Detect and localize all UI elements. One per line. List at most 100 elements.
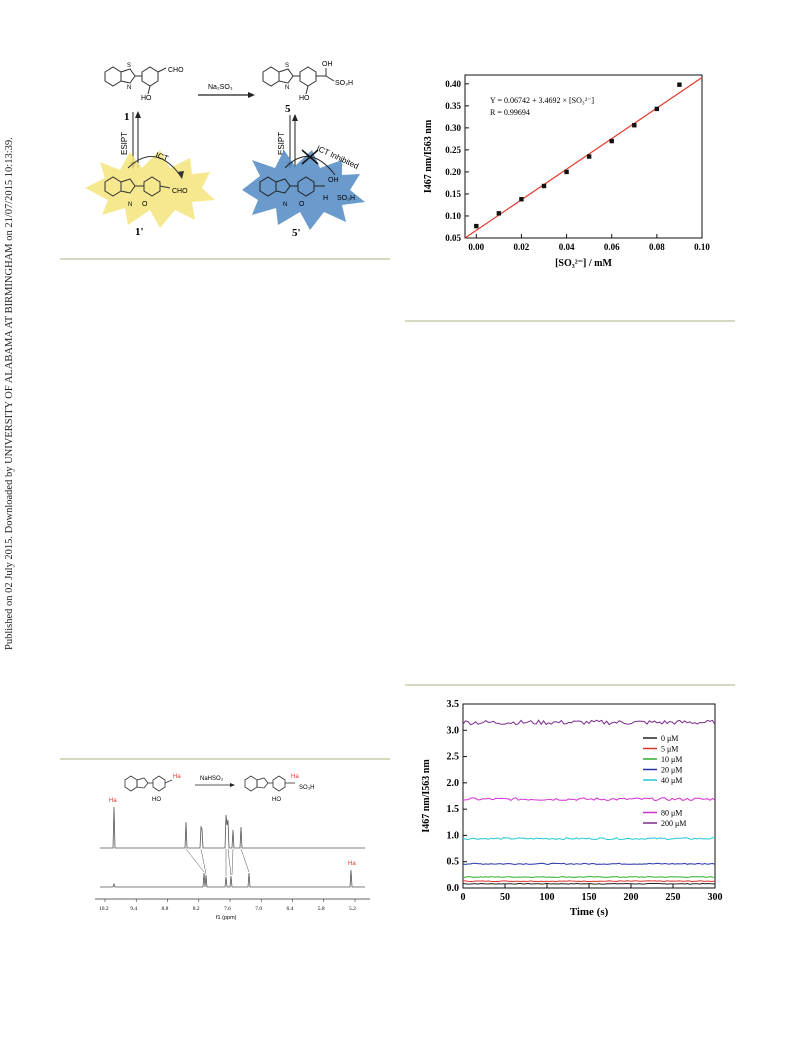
compound-1-structure [104,66,167,95]
data-point [609,138,614,144]
x-tick-label: 0.00 [468,242,484,252]
nmr-tick-label: 9.4 [130,906,137,912]
legend-label: 40 μM [661,776,682,785]
fit-equation: Y = 0.06742 + 3.4692 × [SO₃²⁻] [490,96,594,105]
figure-separator [60,758,390,760]
ict-label: ICT [154,150,169,163]
data-point [586,154,592,159]
x-tick-label: 200 [624,892,639,903]
time-stability-chart: 0 50 100 150 200 250 300 0.0 0.5 1.0 1.5 2.0 2.5 3.0 3… [421,699,723,918]
nmr-ha-label-product: Ha [291,774,299,780]
series-line [462,837,715,841]
x-tick-label: 300 [708,892,723,903]
nmr-correlation-lines [185,848,250,876]
so3h-label-excited: SO₃H [337,195,355,202]
legend-label: 200 μM [661,819,686,828]
compound-5-structure [262,66,335,95]
figure-separator [60,258,390,260]
y-tick-label: 0.10 [445,211,461,221]
y-tick-label: 0.15 [445,189,461,199]
x-tick-label: 0.02 [514,242,530,252]
cho-label: CHO [168,67,184,74]
figure-separator [405,684,735,686]
series-line [462,719,716,726]
fit-line [464,76,703,239]
excited-state-burst-5 [242,150,365,230]
nmr-tick-label: 8.8 [162,906,169,912]
s-label-5: S [285,63,289,69]
nmr-tick-label: 8.2 [193,906,200,912]
x-tick-label: 250 [666,892,681,903]
nmr-lower-ha: Ha [348,861,356,867]
nmr-axis-ticks: 10.2 9.4 8.8 8.2 7.6 7.0 6.4 5.8 5.2 [99,899,356,912]
esipt-label: ESIPT [120,132,129,155]
x-tick-label: 0 [461,892,466,903]
y-tick-label: 0.40 [445,79,461,89]
n-label-5: N [285,85,289,91]
nmr-so3h-label: SO₃H [299,785,314,791]
calibration-chart: 0.00 0.02 0.04 0.06 0.08 0.10 0.05 0.10 0.15 0.20… [423,74,710,269]
y-tick-label: 0.0 [447,883,460,894]
x-axis-label: [SO₃²⁻] / mM [555,258,612,269]
data-point [677,82,682,87]
y-tick-label: 3.5 [447,699,460,710]
reagent-label: Na₂SO₃ [208,84,233,91]
nmr-figure: HO Ha NaHSO₃ Ha SO₃H HO Ha Ha 10.2 9.4 8.8… [95,774,370,921]
series-line [462,882,716,885]
y-tick-label: 1.0 [447,830,460,841]
series-line [462,797,716,802]
nmr-lower-spectrum [100,869,365,888]
x-tick-label: 0.04 [559,242,575,252]
compound-5-tautomer-label: 5' [292,227,301,239]
nmr-upper-ha: Ha [109,798,117,804]
x-tick-label: 50 [500,892,510,903]
nmr-tick-label: 7.6 [224,906,231,912]
y-tick-label: 0.35 [445,101,461,111]
ho-label: HO [141,95,152,102]
nmr-scheme-reactant [124,775,173,792]
ho-label-5: HO [299,95,310,102]
y-tick-label: 2.0 [447,778,460,789]
excited-state-burst-1 [85,150,215,228]
plot-frame [462,703,716,889]
s-label: S [127,63,131,69]
data-point [654,106,660,112]
y-tick-label: 0.05 [445,233,461,243]
nmr-reagent-label: NaHSO₃ [200,776,224,782]
data-point [564,169,569,175]
nmr-upper-spectrum [100,806,365,849]
fit-r-value: R = 0.99694 [490,108,530,117]
legend-label: 10 μM [661,755,682,764]
y-tick-label: 2.5 [447,752,460,763]
x-axis-label: Time (s) [570,906,609,918]
y-tick-label: 0.20 [445,167,461,177]
data-point [519,197,524,202]
h-label-excited: H [323,195,328,202]
esipt-label-5: ESIPT [277,132,286,155]
series-line [462,875,716,878]
data-point [496,211,502,216]
legend-label: 20 μM [661,766,682,775]
legend-label: 0 μM [661,734,678,743]
figure-separator [405,320,735,322]
x-tick-label: 100 [540,892,555,903]
nmr-ho-label: HO [152,797,161,803]
data-point [541,183,547,189]
nmr-tick-label: 5.8 [318,906,325,912]
n-label: N [127,85,131,91]
series-line [462,862,716,865]
nmr-axis-label: f1 (ppm) [216,915,237,921]
y-tick-label: 3.0 [447,725,460,736]
x-tick-label: 150 [582,892,597,903]
y-tick-label: 0.5 [447,857,460,868]
plot-frame [464,74,703,239]
nmr-ha-label: Ha [173,774,181,780]
x-tick-label: 0.08 [649,242,665,252]
compound-1-label: 1 [124,111,130,123]
y-tick-label: 0.25 [445,145,461,155]
nmr-tick-label: 6.4 [287,906,294,912]
oh-label: OH [322,61,333,68]
publication-note: Published on 02 July 2015. Downloaded by… [4,137,15,650]
nmr-ho-label-product: HO [272,797,281,803]
o-label-excited: O [142,201,148,208]
